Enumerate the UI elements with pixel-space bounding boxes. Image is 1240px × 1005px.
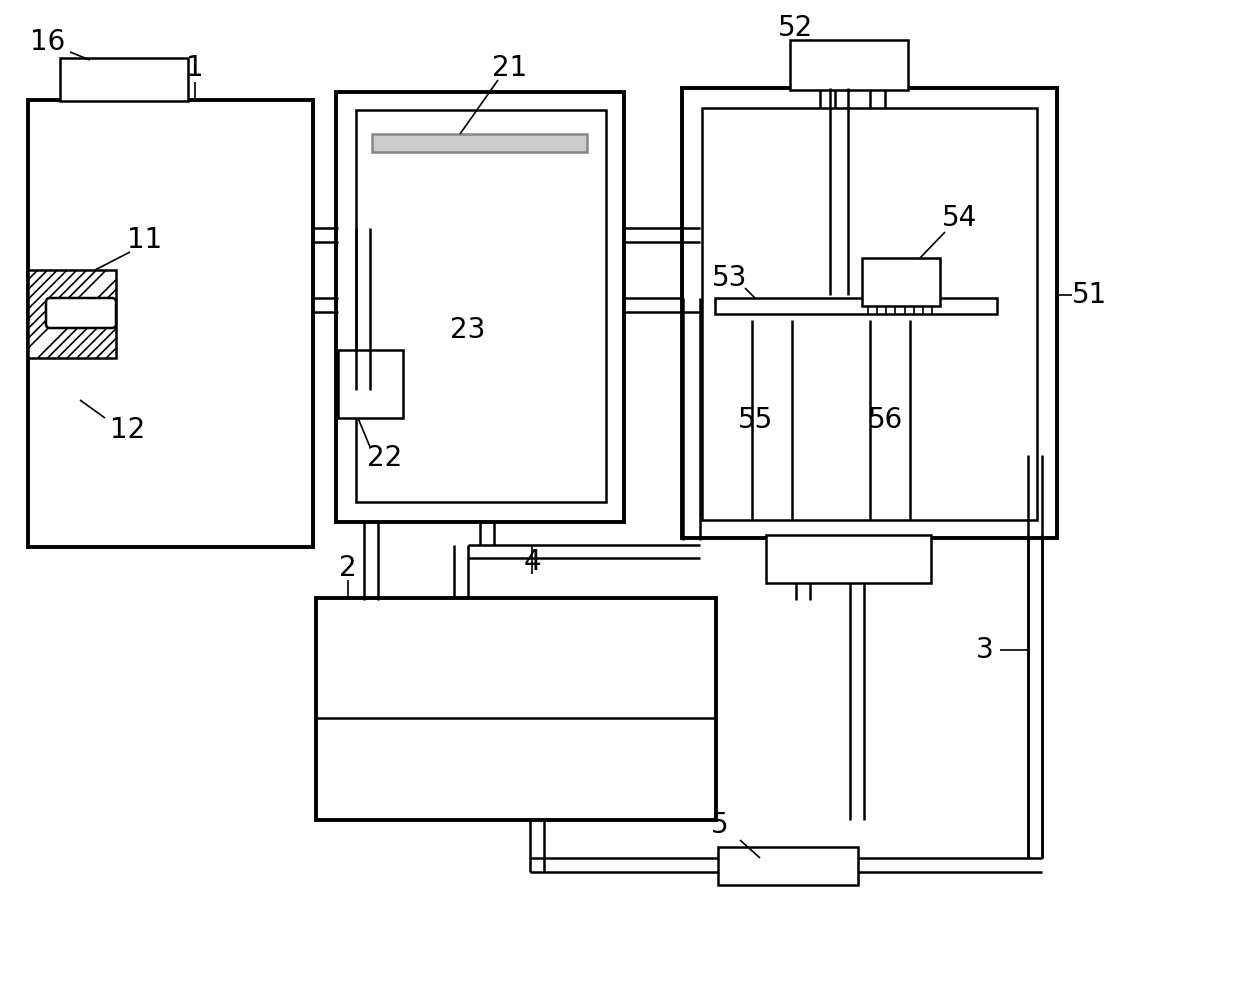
- Bar: [316, 598, 715, 820]
- Text: 23: 23: [450, 316, 486, 344]
- Text: 55: 55: [738, 406, 773, 434]
- Bar: [372, 134, 587, 152]
- Text: 4: 4: [523, 548, 541, 576]
- Text: 21: 21: [492, 54, 528, 82]
- Text: 22: 22: [367, 444, 403, 472]
- Text: 52: 52: [777, 14, 812, 42]
- Text: 5: 5: [712, 811, 729, 839]
- Bar: [682, 88, 1056, 538]
- Bar: [766, 535, 931, 583]
- Bar: [862, 258, 940, 306]
- Bar: [702, 108, 1037, 520]
- Bar: [790, 40, 908, 90]
- Text: 11: 11: [128, 226, 162, 254]
- Bar: [29, 270, 117, 358]
- Text: 56: 56: [867, 406, 903, 434]
- Bar: [336, 92, 624, 522]
- Text: 51: 51: [1073, 281, 1107, 309]
- Text: 3: 3: [976, 636, 994, 664]
- FancyBboxPatch shape: [46, 298, 117, 328]
- Bar: [718, 847, 858, 885]
- Text: 16: 16: [30, 28, 66, 56]
- Bar: [356, 110, 606, 503]
- Text: 53: 53: [712, 264, 748, 292]
- Text: 54: 54: [942, 204, 977, 232]
- Text: 2: 2: [340, 554, 357, 582]
- Bar: [60, 58, 188, 100]
- Text: 1: 1: [186, 54, 203, 82]
- Text: 12: 12: [110, 416, 145, 444]
- Bar: [715, 298, 997, 314]
- Bar: [339, 350, 403, 418]
- Bar: [29, 100, 312, 547]
